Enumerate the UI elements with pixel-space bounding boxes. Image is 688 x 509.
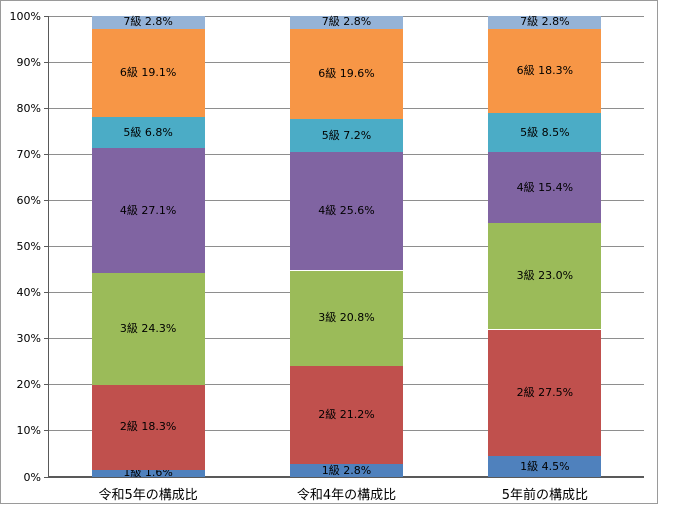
bar-segment-label: 3級 23.0% — [516, 269, 574, 283]
bar-stack: 1級 2.8% 2級 21.2% 3級 20.8% 4級 25.6% 5級 7.2% 6級… — [290, 16, 403, 477]
y-tick-label: 30% — [16, 332, 41, 346]
bar-segment-label: 1級 4.5% — [520, 459, 570, 473]
bar-segment: 6級 18.3% — [488, 28, 602, 114]
bar-segment-label: 7級 2.8% — [321, 15, 372, 29]
bar-segment: 2級 18.3% — [91, 385, 205, 470]
y-axis-tick — [44, 15, 49, 17]
bar-segment: 1級 2.8% — [290, 464, 403, 477]
bar-stack: 1級 4.5% 2級 27.5% 3級 23.0% 4級 15.4% 5級 8.5% 6級… — [488, 15, 602, 477]
x-category-label: 令和4年の構成比 — [296, 488, 397, 503]
bar-segment-label: 4級 15.4% — [516, 180, 574, 194]
bar-segment-label: 4級 25.6% — [318, 204, 375, 218]
y-axis-tick — [44, 430, 49, 432]
y-axis-tick — [44, 153, 49, 155]
bar-segment: 6級 19.6% — [290, 28, 403, 120]
y-tick-label: 90% — [16, 55, 41, 69]
bar-segment-label: 6級 19.1% — [119, 65, 177, 79]
x-category-label: 令和5年の構成比 — [98, 488, 198, 503]
bar-segment: 5級 6.8% — [91, 116, 205, 149]
chart-frame: 1級 1.6% 2級 18.3% 3級 24.3% 4級 27.1% 5級 6.8% 6級… — [0, 0, 658, 504]
y-axis-tick — [44, 199, 49, 201]
bar-segment: 4級 25.6% — [290, 152, 403, 271]
bar-segment-label: 7級 2.8% — [520, 15, 570, 29]
bar-segment-label: 2級 21.2% — [318, 408, 375, 422]
bar-segment: 5級 7.2% — [290, 119, 403, 153]
bar-segment: 2級 21.2% — [290, 366, 403, 465]
y-tick-label: 20% — [16, 378, 41, 392]
bar-segment: 7級 2.8% — [488, 15, 602, 29]
bar-segment: 3級 23.0% — [488, 223, 602, 330]
y-tick-label: 10% — [16, 424, 41, 438]
bar-segment: 3級 24.3% — [91, 273, 205, 386]
bar-segment-label: 6級 19.6% — [318, 67, 375, 81]
y-axis-tick — [44, 338, 49, 340]
y-axis-tick — [44, 246, 49, 247]
bar-segment: 5級 8.5% — [488, 113, 602, 153]
y-axis-tick — [44, 292, 49, 294]
gridline — [49, 15, 644, 17]
y-tick-label: 70% — [16, 147, 41, 161]
bar-segment-label: 1級 1.6% — [123, 466, 173, 480]
y-axis-tick — [44, 476, 49, 478]
bar-segment-label: 5級 7.2% — [321, 128, 372, 142]
y-axis-line — [48, 16, 49, 477]
x-axis-line — [49, 476, 644, 478]
bar-segment-label: 3級 24.3% — [119, 322, 177, 336]
y-tick-label: 40% — [16, 286, 41, 300]
y-axis-tick — [44, 107, 49, 109]
bar-segment: 4級 15.4% — [488, 152, 602, 224]
bar-segment: 2級 27.5% — [488, 329, 602, 457]
bar-segment: 1級 1.6% — [91, 466, 205, 480]
y-tick-label: 0% — [23, 470, 41, 484]
bar-segment-label: 1級 2.8% — [321, 463, 372, 477]
bar-segment-label: 2級 27.5% — [516, 385, 574, 399]
x-category-label: 5年前の構成比 — [501, 488, 588, 503]
bar-segment-label: 2級 18.3% — [119, 420, 177, 434]
bar-segment-label: 5級 6.8% — [123, 125, 173, 139]
bar-segment-label: 6級 18.3% — [516, 64, 574, 78]
bar-segment: 6級 19.1% — [91, 28, 205, 117]
bar-stack: 1級 1.6% 2級 18.3% 3級 24.3% 4級 27.1% 5級 6.8% 6級… — [91, 15, 205, 480]
bar-segment: 4級 27.1% — [91, 148, 205, 274]
bar-segment: 7級 2.8% — [290, 16, 403, 29]
bar-segment: 1級 4.5% — [488, 456, 602, 477]
y-tick-label: 100% — [9, 9, 41, 23]
bar-segment-label: 4級 27.1% — [119, 203, 177, 217]
y-axis-tick — [44, 384, 49, 386]
bar-segment-label: 5級 8.5% — [520, 125, 570, 139]
y-tick-label: 60% — [16, 193, 41, 207]
y-tick-label: 80% — [16, 101, 41, 115]
bar-segment-label: 3級 20.8% — [318, 311, 375, 325]
bar-segment-label: 7級 2.8% — [123, 15, 173, 29]
y-tick-label: 50% — [16, 240, 41, 253]
bar-segment: 3級 20.8% — [290, 270, 403, 367]
bar-segment: 7級 2.8% — [91, 15, 205, 29]
y-axis-tick — [44, 61, 49, 63]
